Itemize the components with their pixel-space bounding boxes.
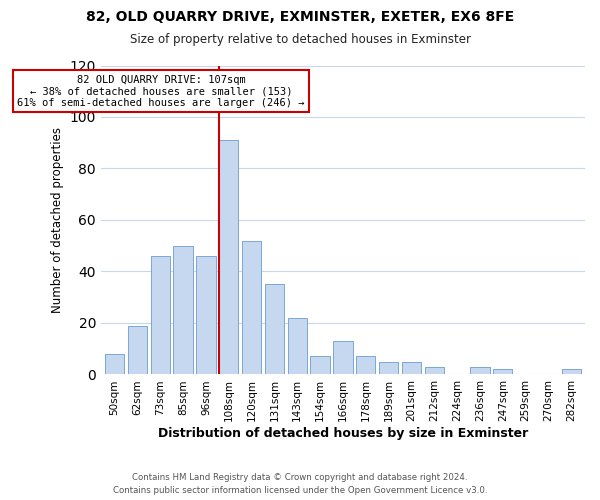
Bar bbox=[242, 240, 262, 374]
Text: Size of property relative to detached houses in Exminster: Size of property relative to detached ho… bbox=[130, 32, 470, 46]
Text: Contains HM Land Registry data © Crown copyright and database right 2024.
Contai: Contains HM Land Registry data © Crown c… bbox=[113, 473, 487, 495]
Bar bbox=[562, 370, 581, 374]
Bar bbox=[128, 326, 147, 374]
Y-axis label: Number of detached properties: Number of detached properties bbox=[51, 127, 64, 313]
Bar bbox=[151, 256, 170, 374]
Bar bbox=[470, 366, 490, 374]
Bar bbox=[287, 318, 307, 374]
Text: 82, OLD QUARRY DRIVE, EXMINSTER, EXETER, EX6 8FE: 82, OLD QUARRY DRIVE, EXMINSTER, EXETER,… bbox=[86, 10, 514, 24]
Bar bbox=[265, 284, 284, 374]
Bar bbox=[402, 362, 421, 374]
Bar bbox=[219, 140, 238, 374]
Bar bbox=[310, 356, 330, 374]
Bar bbox=[105, 354, 124, 374]
Bar bbox=[173, 246, 193, 374]
Bar bbox=[379, 362, 398, 374]
Bar bbox=[356, 356, 376, 374]
Bar bbox=[493, 370, 512, 374]
X-axis label: Distribution of detached houses by size in Exminster: Distribution of detached houses by size … bbox=[158, 427, 528, 440]
Bar bbox=[425, 366, 444, 374]
Bar bbox=[196, 256, 215, 374]
Text: 82 OLD QUARRY DRIVE: 107sqm
← 38% of detached houses are smaller (153)
61% of se: 82 OLD QUARRY DRIVE: 107sqm ← 38% of det… bbox=[17, 74, 305, 108]
Bar bbox=[333, 341, 353, 374]
